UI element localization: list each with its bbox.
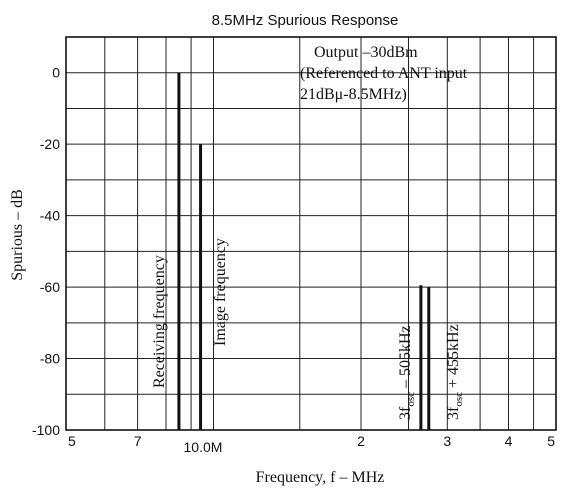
x-tick-label: 3	[443, 433, 451, 449]
y-tick-label: -20	[40, 136, 60, 152]
y-tick-label: -100	[32, 422, 60, 438]
x-axis-label: Frequency, f – MHz	[256, 469, 385, 486]
x-tick-label: 4	[505, 433, 513, 449]
x-tick-label: 10.0M	[184, 439, 223, 455]
x-tick-label: 5	[68, 433, 76, 449]
plot-frame	[65, 36, 557, 431]
grid	[65, 36, 557, 431]
x-tick-labels: 5 7 10.0M 2 3 4 5	[68, 433, 555, 455]
y-tick-label: -40	[40, 208, 60, 224]
x-tick-label: 7	[134, 433, 142, 449]
x-tick-label: 5	[547, 433, 555, 449]
y-tick-label: -80	[40, 351, 60, 367]
note-line-1: Output –30dBm	[314, 44, 418, 61]
y-tick-label: -60	[40, 279, 60, 295]
note-line-2: (Referenced to ANT input	[300, 65, 468, 82]
spur-lines	[177, 72, 431, 430]
label-receiving-frequency: Receiving frequency	[151, 255, 168, 388]
y-tick-labels: 0 -20 -40 -60 -80 -100	[32, 65, 60, 438]
label-spur-3fosc-minus: 3fosc – 505kHz	[397, 325, 417, 420]
chart-title: 8.5MHz Spurious Response	[212, 12, 399, 29]
note-line-3: 21dBμ-8.5MHz)	[300, 86, 407, 103]
x-tick-label: 2	[357, 433, 365, 449]
y-tick-label: 0	[52, 65, 60, 81]
label-image-frequency: Image frequency	[212, 238, 229, 346]
output-note: Output –30dBm (Referenced to ANT input 2…	[300, 44, 468, 103]
y-axis-label: Spurious – dB	[9, 189, 26, 281]
label-spur-3fosc-plus: 3fosc + 455kHz	[445, 324, 465, 420]
